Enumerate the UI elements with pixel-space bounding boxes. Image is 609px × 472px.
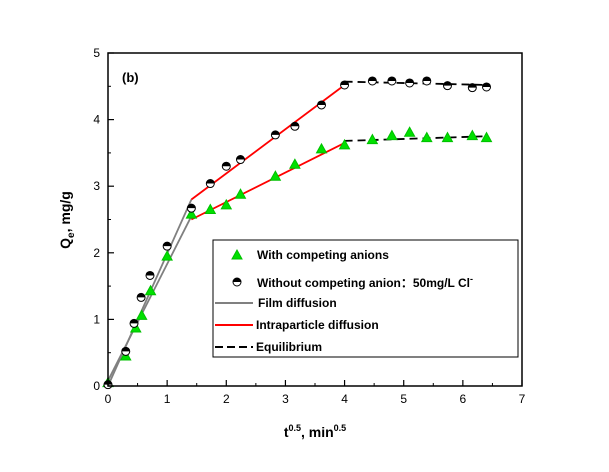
legend-box	[212, 239, 519, 358]
x-tick-label: 6	[460, 392, 467, 406]
legend-label-without-anion: Without competing anion：50mg/L Cl-	[257, 274, 473, 290]
triangle-point	[441, 131, 454, 143]
legend-label-equilibrium: Equilibrium	[256, 340, 322, 354]
equilibrium-line	[344, 80, 487, 86]
circle-point	[482, 82, 492, 92]
y-tick-label: 3	[93, 179, 100, 193]
x-tick-label: 4	[341, 392, 348, 406]
triangle-point	[269, 170, 282, 181]
triangle-point	[144, 284, 157, 296]
legend-label-intraparticle: Intraparticle diffusion	[256, 318, 379, 332]
triangle-point	[185, 208, 198, 219]
x-tick-label: 7	[519, 392, 526, 406]
legend-marker-triangle	[231, 248, 243, 260]
triangle-point	[338, 138, 351, 150]
triangle-point	[315, 142, 328, 154]
circle-point	[162, 241, 172, 251]
y-tick-label: 5	[93, 46, 100, 60]
circle-point	[290, 121, 300, 131]
triangle-point	[420, 131, 433, 143]
triangle-point	[403, 126, 416, 137]
data-points	[102, 76, 493, 390]
triangle-point	[289, 158, 301, 169]
triangle-point	[480, 131, 493, 143]
circle-point	[442, 81, 452, 91]
triangle-point	[466, 129, 479, 141]
y-axis-label: Qe, mg/g	[57, 191, 77, 249]
legend-label-with-anions: With competing anions	[257, 248, 389, 262]
film-diffusion-line	[107, 215, 193, 382]
circle-point	[340, 80, 350, 90]
circle-point	[387, 76, 397, 86]
triangle-point	[161, 250, 173, 261]
circle-point	[367, 76, 377, 86]
legend-marker-circle	[232, 277, 242, 287]
legend-label-film: Film diffusion	[258, 296, 337, 310]
x-tick-label: 2	[223, 392, 230, 406]
circle-point	[186, 203, 196, 213]
x-tick-label: 0	[105, 392, 112, 406]
triangle-point	[234, 188, 247, 199]
panel-label: (b)	[122, 70, 139, 85]
intraparticle-diffusion-line	[190, 142, 345, 221]
triangle-point	[135, 309, 148, 320]
y-tick-label: 4	[93, 113, 100, 127]
y-tick-label: 0	[93, 379, 100, 393]
circle-point	[235, 155, 245, 165]
circle-point	[422, 76, 432, 86]
x-axis-label: t0.5, min0.5	[284, 423, 346, 440]
y-tick-label: 1	[93, 312, 100, 326]
circle-point	[145, 270, 155, 280]
x-tick-label: 1	[164, 392, 171, 406]
circle-point	[405, 78, 415, 88]
circle-point	[221, 161, 231, 171]
circle-point	[121, 346, 131, 356]
y-tick-label: 2	[93, 246, 100, 260]
circle-point	[270, 130, 280, 140]
legend: With competing anions Without competing …	[212, 239, 519, 358]
triangle-point	[386, 129, 398, 141]
axes: 0 1 2 3 4 5 6 7 0 1 2 3 4 5	[93, 46, 525, 406]
equilibrium-line	[344, 135, 487, 142]
x-tick-label: 3	[282, 392, 289, 406]
triangle-point	[220, 198, 233, 210]
circle-point	[205, 179, 215, 189]
x-tick-label: 5	[400, 392, 407, 406]
triangle-point	[204, 203, 217, 215]
triangle-point	[366, 133, 379, 145]
circle-point	[317, 100, 327, 110]
circle-point	[129, 318, 139, 328]
circle-point	[467, 83, 477, 93]
circle-point	[136, 292, 146, 302]
